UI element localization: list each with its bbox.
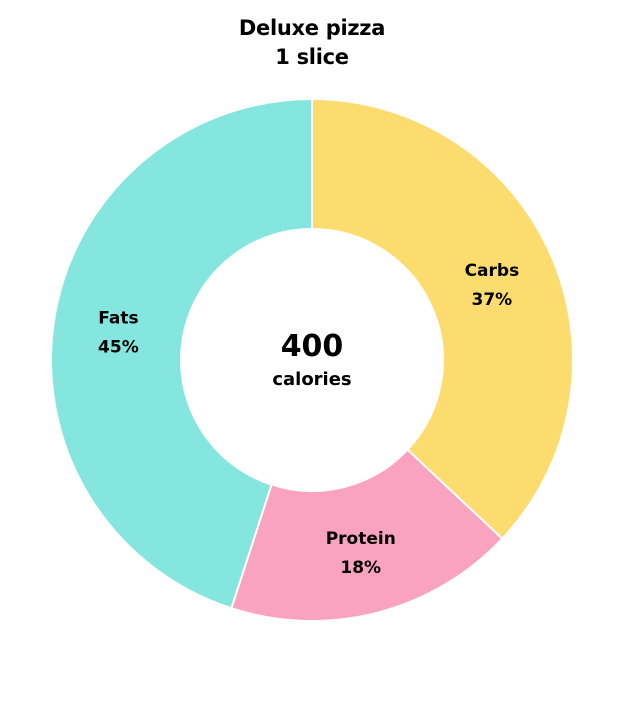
slice-percent-protein: 18% [340,558,381,578]
slice-labels: Carbs 37% Protein 18% Fats 45% [98,261,519,578]
center-calorie-label: calories [272,369,351,390]
chart-title: Deluxe pizza [238,16,386,40]
slice-percent-carbs: 37% [472,290,513,310]
slice-label-fats: Fats [98,308,138,328]
slice-protein [230,448,504,622]
donut-slices [50,97,574,622]
chart-subtitle: 1 slice [275,45,349,69]
center-calorie-value: 400 [281,329,344,364]
slice-label-protein: Protein [326,529,396,549]
slice-label-carbs: Carbs [465,261,520,281]
slice-fats [50,97,313,610]
slice-percent-fats: 45% [98,337,139,357]
slice-carbs [311,97,574,541]
